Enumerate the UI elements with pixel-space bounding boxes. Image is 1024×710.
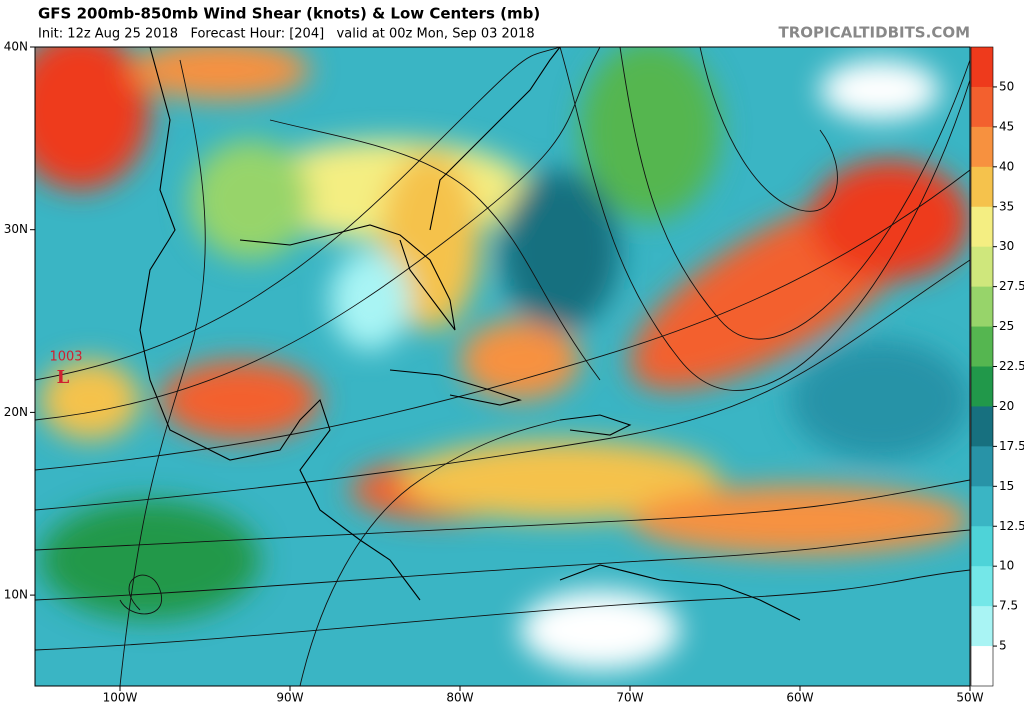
lon-label: 60W [786,691,813,705]
colorbar-label: 25 [999,319,1014,333]
map-frame [34,46,971,687]
colorbar-band [971,206,993,248]
lon-label: 100W [103,691,138,705]
low-pressure: 1003 [49,350,82,365]
subtitle: Init: 12z Aug 25 2018 Forecast Hour: [20… [38,27,535,42]
coastlines [139,47,801,621]
colorbar-label: 27.5 [999,279,1024,293]
colorbar-label: 17.5 [999,439,1024,453]
colorbar-band [971,86,993,128]
colorbar-band [971,286,993,328]
colorbar-band [971,47,993,88]
colorbar-band [971,606,993,647]
colorbar-band [971,326,993,367]
colorbar-label: 45 [999,119,1014,133]
colorbar-band [971,526,993,567]
lat-label: 30N [4,222,28,236]
site-label: TROPICALTIDBITS.COM [779,24,971,42]
colorbar-label: 35 [999,199,1014,213]
lon-label: 90W [276,691,303,705]
lat-label: 20N [4,405,28,419]
lon-label: 50W [956,691,983,705]
lat-label: 10N [4,588,28,602]
colorbar-label: 7.5 [999,599,1018,613]
colorbar-band [971,126,993,168]
low-symbol: L [57,367,70,388]
colorbar-band [971,246,993,288]
colorbar-label: 30 [999,239,1014,253]
colorbar-band [971,566,993,607]
colorbar-label: 40 [999,159,1014,173]
streamlines [35,47,970,686]
axes: 40N 30N 20N 10N 100W 90W 80W 70W 60W 50W [4,40,984,705]
lat-label: 40N [4,40,28,54]
colorbar-label: 20 [999,399,1014,413]
colorbar-band [971,446,993,487]
colorbar-band [971,166,993,208]
colorbar-band [971,366,993,407]
colorbar-label: 5 [999,639,1007,653]
map-field [35,47,970,686]
lon-label: 80W [446,691,473,705]
colorbar-band [971,646,993,687]
colorbar-label: 12.5 [999,519,1024,533]
colorbar-band [971,486,993,527]
colorbar-label: 50 [999,79,1014,93]
colorbar-label: 22.5 [999,359,1024,373]
colorbar-label: 10 [999,559,1014,573]
colorbar-label: 15 [999,479,1014,493]
title: GFS 200mb-850mb Wind Shear (knots) & Low… [38,5,540,23]
colorbar: 50 45 40 35 30 27.5 25 22.5 20 17.5 15 12.5 10 7.5 5 [970,46,1024,687]
colorbar-band [971,406,993,447]
lon-label: 70W [616,691,643,705]
